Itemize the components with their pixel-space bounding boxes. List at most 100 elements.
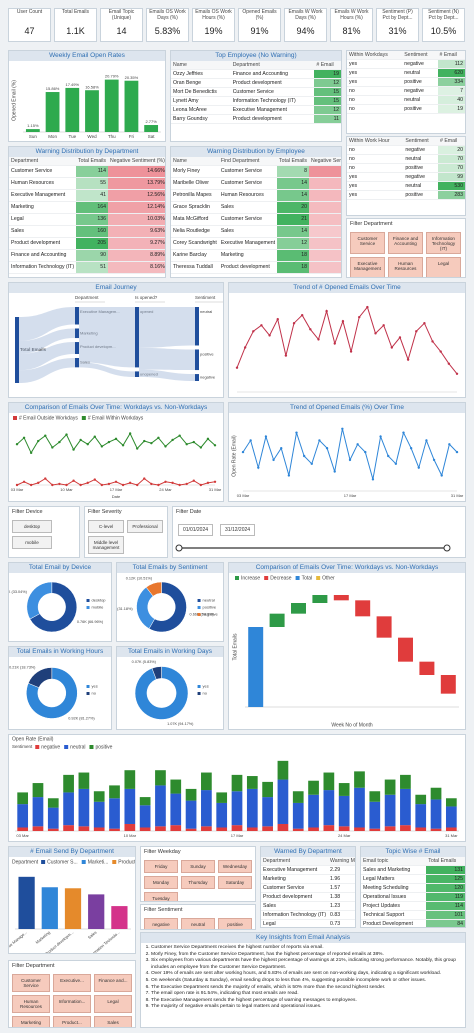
filter-options: Friday Sunday Wednesday Monday Thursday Satur… — [141, 857, 255, 901]
point — [387, 454, 390, 458]
x-tick-label: 17 Mar — [344, 493, 357, 498]
filter-button[interactable]: Product... — [53, 1016, 91, 1027]
kpi-card: Email Topic (Unique) 14 — [100, 8, 143, 42]
filter-button[interactable]: Customer Service — [12, 974, 50, 992]
point — [295, 431, 298, 434]
filter-button[interactable]: Executive... — [53, 974, 91, 992]
stacked-bar — [415, 827, 427, 831]
filter-button[interactable]: neutral — [181, 918, 215, 929]
table-cell: Customer Service — [230, 87, 315, 97]
filter-button[interactable]: Professional — [127, 520, 163, 533]
slider-handle[interactable] — [175, 544, 183, 552]
point — [284, 354, 288, 357]
column-header: Department — [230, 61, 315, 70]
table-cell: 114 — [76, 165, 109, 178]
legend-label: negative — [203, 612, 219, 617]
stacked-bar — [246, 788, 258, 828]
point — [150, 441, 153, 445]
donut-slice — [29, 581, 78, 633]
point — [280, 447, 283, 450]
column-header: Email topic — [361, 857, 427, 866]
table-cell: Morly Finey — [171, 165, 219, 178]
legend-swatch — [264, 576, 269, 580]
filter-button[interactable]: Thursday — [181, 876, 215, 889]
sankey-flow — [139, 369, 195, 381]
filter-button[interactable]: Monday — [144, 876, 178, 889]
data-label: 0.12K (10.51%) — [126, 577, 153, 581]
table-cell: Customer Service — [218, 165, 278, 178]
filter-button[interactable]: Legal — [426, 257, 461, 277]
panel-title: Total Email by Device — [9, 563, 111, 573]
table-cell: 101 — [426, 910, 465, 920]
point — [272, 458, 275, 462]
filter-button[interactable]: Tuesday — [144, 892, 178, 901]
table-cell: 136 — [76, 213, 109, 226]
date-input[interactable]: 31/12/2024 — [220, 524, 256, 536]
table-cell: 14 — [277, 177, 310, 190]
table-cell: Oran Benge — [171, 78, 231, 88]
kpi-label: Emails OS Work Hours (%) — [195, 9, 232, 21]
table-cell: Mort De Benedictis — [171, 87, 231, 97]
stacked-bar — [338, 795, 350, 827]
date-input[interactable]: 01/01/2024 — [178, 524, 214, 536]
filter-button[interactable]: Customer Service — [350, 232, 385, 254]
table-cell: neutral — [402, 68, 438, 78]
chart: Open Rate (Email) 03 Mar 17 Mar 31 Mar — [231, 427, 464, 498]
header-row: Within Work Hour Sentiment # Email — [347, 137, 465, 146]
filter-button[interactable]: Sunday — [181, 860, 215, 873]
table-cell: 20 — [277, 201, 310, 214]
filter-button[interactable]: Legal — [94, 995, 132, 1013]
waterfall-bar — [419, 661, 435, 675]
table-row: yes positive 283 — [347, 190, 465, 200]
table-cell: 12 — [314, 78, 341, 88]
kpi-card: Emails OS Work Days (%) 5.83% — [146, 8, 189, 42]
kpi-label: Total Emails — [62, 9, 89, 15]
filter-button[interactable]: Sales — [94, 1016, 132, 1027]
sankey-flow — [19, 342, 75, 371]
filter-button[interactable]: Middle level management — [88, 536, 124, 554]
filter-button[interactable]: positive — [218, 918, 252, 929]
sankey-node — [135, 307, 139, 368]
waterfall-bar — [398, 637, 413, 662]
y-axis-label: Open Rate (Email) — [231, 435, 237, 477]
table-cell: 12 — [277, 237, 310, 250]
point — [348, 458, 352, 462]
filter-button[interactable]: desktop — [12, 520, 52, 533]
filter-button[interactable]: Friday — [144, 860, 178, 873]
panel-title: Comparison of Emails Over Time: Workdays… — [229, 563, 465, 573]
filter-button[interactable]: negative — [144, 918, 178, 929]
table-cell: 164 — [76, 201, 109, 214]
filter-button[interactable]: Human Resources — [388, 257, 423, 277]
filter-button[interactable]: Saturday — [218, 876, 252, 889]
filter-button[interactable]: Finance and Accounting — [388, 232, 423, 254]
filter-button[interactable]: Finance and... — [94, 974, 132, 992]
slider-handle[interactable] — [443, 544, 451, 552]
table-cell: Finance and Accounting — [230, 69, 315, 79]
point — [423, 322, 426, 325]
filter-button[interactable]: C-level — [88, 520, 124, 533]
filter-button[interactable]: Information... — [53, 995, 91, 1013]
stacked-bar — [216, 792, 228, 803]
kpi-card: Emails OS Work Hours (%) 19% — [192, 8, 235, 42]
stage-title: Is opened? — [135, 295, 158, 300]
filter-button[interactable]: Human Resources — [12, 995, 50, 1013]
stacked-bar — [109, 798, 120, 829]
table-cell: 16.67% — [309, 237, 341, 250]
table-row: yes neutral 530 — [347, 181, 465, 191]
x-tick-label: 17 Mar — [110, 487, 123, 492]
point — [318, 439, 321, 442]
stacked-bar — [308, 794, 319, 828]
table-cell: Human Resources — [218, 189, 278, 202]
stacked-bar — [231, 774, 243, 792]
filter-button[interactable]: Marketing — [12, 1016, 50, 1027]
stacked-bar — [430, 799, 442, 829]
filter-button[interactable]: Wednesday — [218, 860, 252, 873]
table-cell: Customer Service — [218, 213, 278, 226]
sankey-flow — [19, 358, 75, 383]
filter-button[interactable]: Information Technology (IT) — [426, 232, 461, 254]
filter-button[interactable]: Executive Management — [350, 257, 385, 277]
legend-swatch — [112, 860, 117, 864]
table-row: Project Updates 114 — [361, 901, 465, 911]
filter-button[interactable]: mobile — [12, 536, 52, 549]
